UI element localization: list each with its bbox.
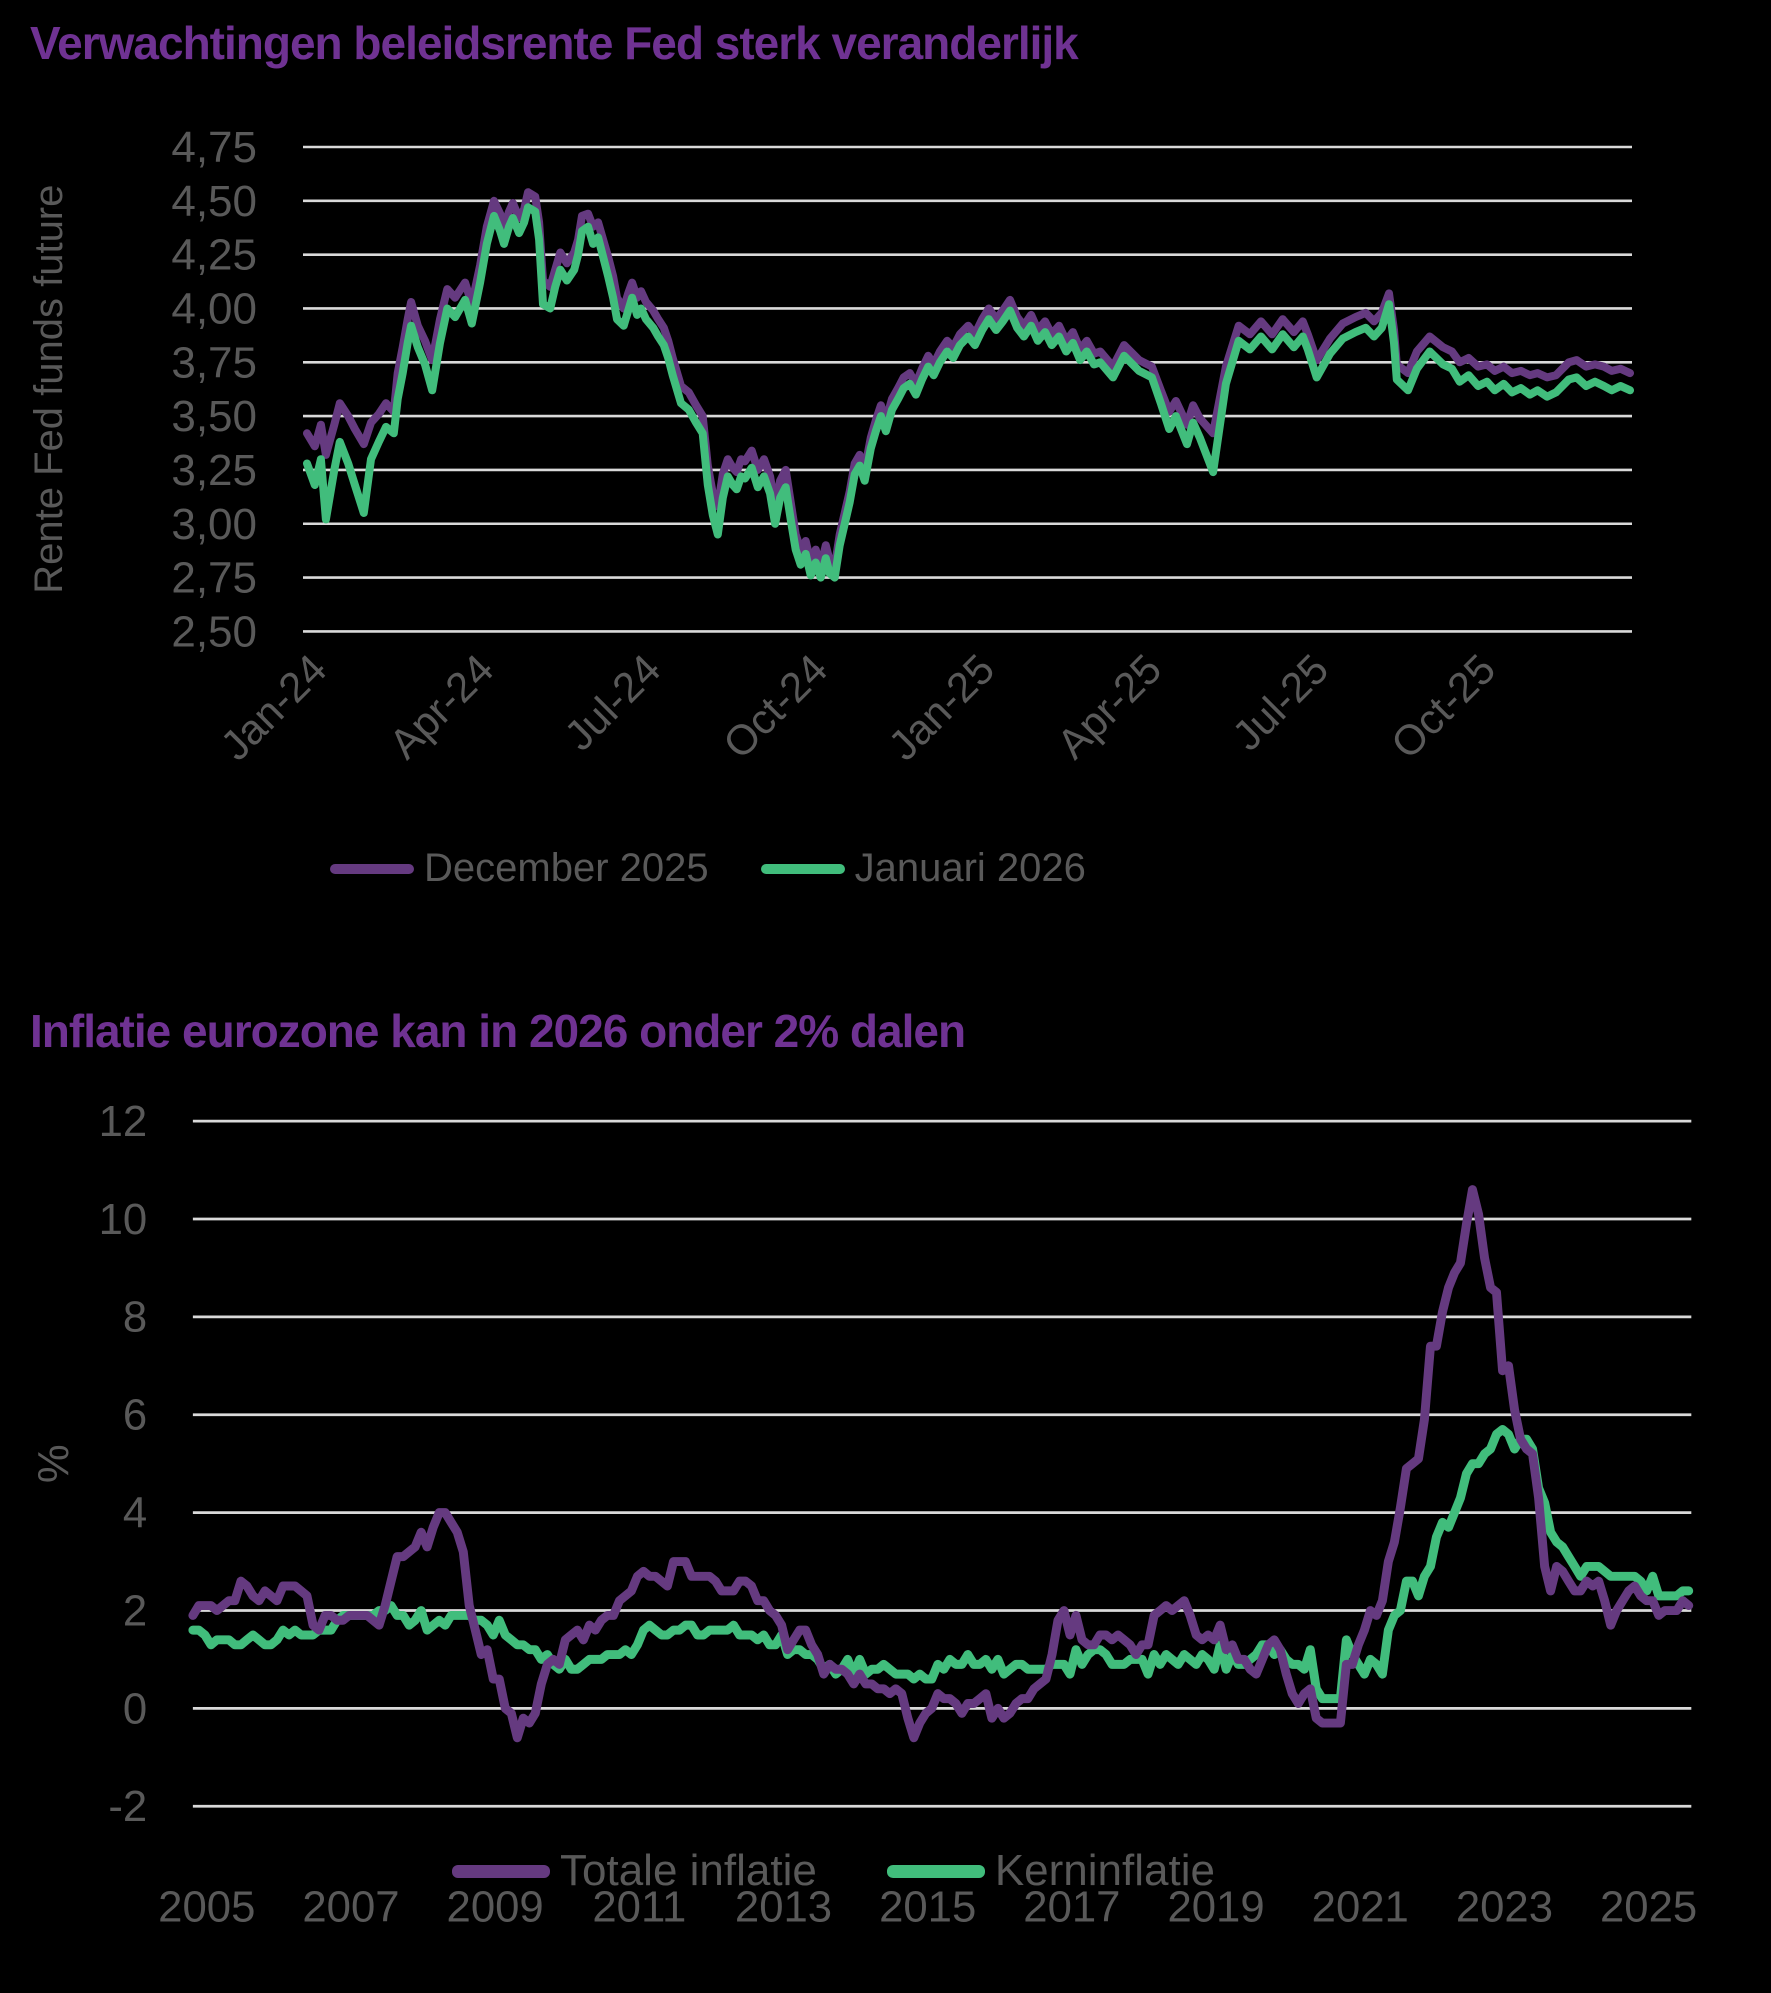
inflation-chart-title: Inflatie eurozone kan in 2026 onder 2% d… xyxy=(30,1005,966,1057)
x-tick-label: 2009 xyxy=(447,1882,544,1931)
x-tick-label: 2015 xyxy=(879,1882,976,1931)
legend-label: December 2025 xyxy=(424,846,709,890)
series-line-kerninflatie xyxy=(188,1424,1694,1704)
y-axis-title: % xyxy=(29,1444,78,1483)
y-tick-label: 3,50 xyxy=(171,392,257,441)
legend-label: Januari 2026 xyxy=(854,846,1086,890)
december-2025-line-swatch xyxy=(330,863,414,874)
x-tick-label: Jan-25 xyxy=(879,645,1003,769)
totale-inflatie-line-swatch xyxy=(452,1864,550,1878)
y-tick-label: 6 xyxy=(123,1391,147,1440)
x-tick-label: Jul-25 xyxy=(1223,645,1337,759)
y-tick-label: 2,50 xyxy=(171,607,257,656)
y-tick-label: 3,00 xyxy=(171,500,257,549)
y-tick-label: 4,50 xyxy=(171,177,257,226)
series-line-januari-2026 xyxy=(303,203,1634,582)
y-tick-label: 10 xyxy=(99,1195,148,1244)
x-tick-label: Jan-24 xyxy=(211,645,335,769)
x-tick-label: Jul-24 xyxy=(555,645,669,759)
y-tick-label: 4,25 xyxy=(171,231,257,280)
y-axis-title: Rente Fed funds future xyxy=(27,185,71,594)
x-tick-label: Apr-25 xyxy=(1048,645,1170,767)
y-tick-label: 0 xyxy=(123,1684,147,1733)
legend-label: Totale inflatie xyxy=(560,1846,817,1895)
x-tick-label: 2013 xyxy=(735,1882,832,1931)
legend-label: Kerninflatie xyxy=(994,1846,1215,1895)
x-tick-label: 2023 xyxy=(1456,1882,1553,1931)
y-tick-label: -2 xyxy=(108,1782,147,1831)
y-tick-label: 2 xyxy=(123,1586,147,1635)
y-tick-label: 8 xyxy=(123,1293,147,1342)
y-tick-label: 12 xyxy=(99,1097,148,1146)
legend-item-januari-2026: Januari 2026 xyxy=(760,846,1086,891)
y-tick-label: 2,75 xyxy=(171,554,257,603)
eurozone-inflation-chart: 12 10 8 6 4 2 0 -2 2005 2007 2009 2011 2013 2015 2017 2… xyxy=(29,1097,1697,1931)
x-tick-label: 2017 xyxy=(1023,1882,1120,1931)
legend-item-december-2025: December 2025 xyxy=(330,846,709,891)
y-tick-label: 4,75 xyxy=(171,123,257,172)
legend-item-totale-inflatie: Totale inflatie xyxy=(452,1846,817,1896)
x-tick-label: 2005 xyxy=(158,1882,255,1931)
januari-2026-line-swatch xyxy=(760,863,845,874)
x-tick-label: Oct-24 xyxy=(714,645,836,767)
fed-chart-title: Verwachtingen beleidsrente Fed sterk ver… xyxy=(30,17,1079,69)
x-tick-label: 2025 xyxy=(1600,1882,1697,1931)
kerninflatie-line-swatch xyxy=(886,1864,985,1878)
legend-item-kerninflatie: Kerninflatie xyxy=(886,1846,1215,1896)
y-tick-label: 3,25 xyxy=(171,446,257,495)
x-tick-label: 2011 xyxy=(592,1882,686,1931)
x-tick-label: 2007 xyxy=(302,1882,399,1931)
y-tick-label: 3,75 xyxy=(171,338,257,387)
fed-funds-future-chart: 4,75 4,50 4,254,00 3,75 3,50 3,25 3,00 2,752,50… xyxy=(27,123,1634,769)
series-line-totale-inflatie xyxy=(188,1185,1694,1743)
inflation-chart-legend: Totale inflatie Kerninflatie xyxy=(452,1846,1215,1896)
x-tick-label: 2021 xyxy=(1312,1882,1409,1931)
x-tick-label: Oct-25 xyxy=(1382,645,1504,767)
y-tick-label: 4 xyxy=(123,1489,147,1538)
fed-chart-legend: December 2025 Januari 2026 xyxy=(330,846,1086,891)
y-tick-label: 4,00 xyxy=(171,284,257,333)
x-tick-label: 2019 xyxy=(1167,1882,1264,1931)
series-line-december-2025 xyxy=(303,188,1634,571)
x-tick-label: Apr-24 xyxy=(380,645,502,767)
